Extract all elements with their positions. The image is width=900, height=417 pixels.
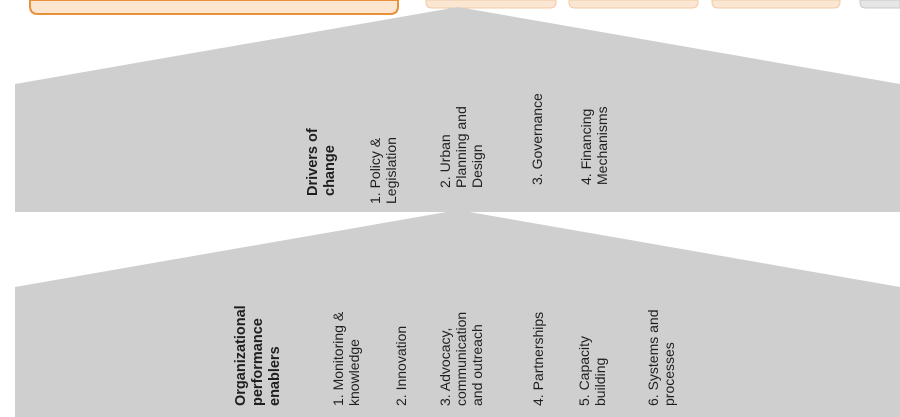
top-tab-2 xyxy=(568,0,699,9)
drivers-chevron xyxy=(15,7,900,212)
top-bar xyxy=(29,0,399,15)
top-tab-4 xyxy=(859,0,900,9)
enablers-chevron xyxy=(15,210,900,417)
top-tab-3 xyxy=(711,0,841,9)
top-tab-1 xyxy=(425,0,557,9)
